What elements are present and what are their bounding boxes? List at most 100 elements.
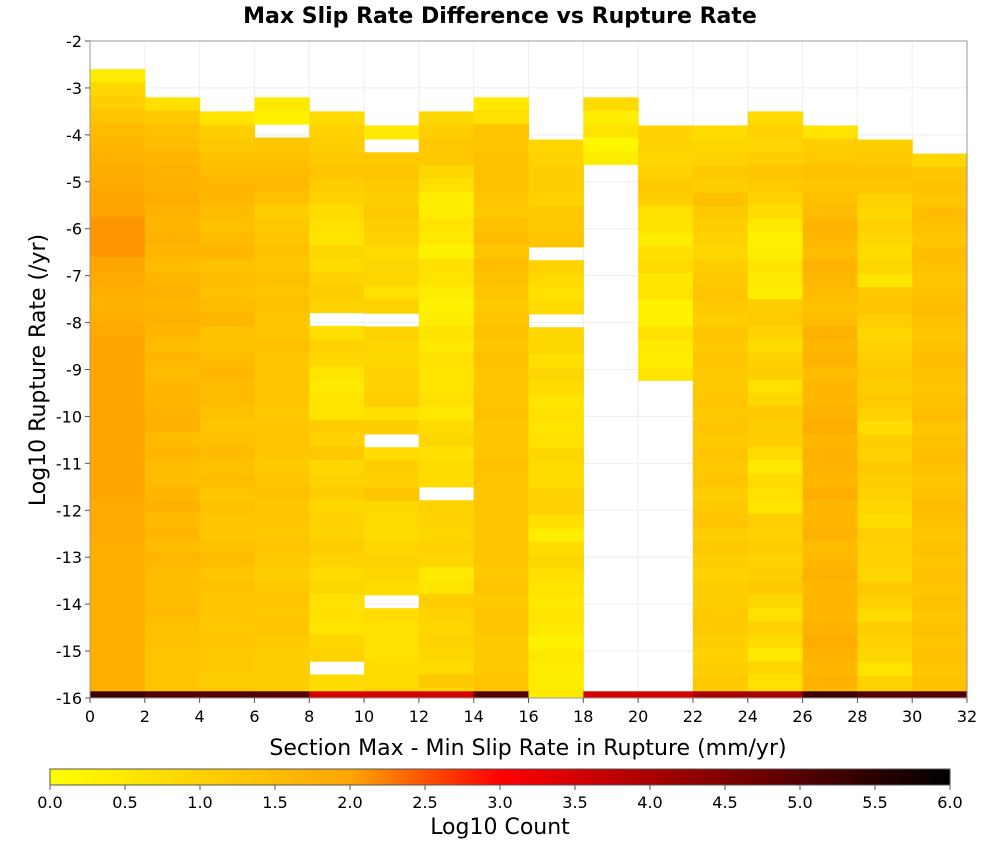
heatmap-cell	[529, 582, 584, 596]
heatmap-cell	[90, 605, 145, 619]
heatmap-cell	[200, 594, 255, 608]
heatmap-cell	[583, 138, 638, 152]
heatmap-cell	[638, 286, 693, 300]
heatmap-cell	[90, 431, 145, 445]
heatmap-cell	[254, 446, 309, 460]
colorbar-tick-label: 0.5	[112, 793, 137, 812]
heatmap-cell	[529, 260, 584, 274]
heatmap-cell	[145, 258, 200, 272]
heatmap-cell	[90, 686, 145, 692]
heatmap-cell	[474, 607, 529, 621]
heatmap-cell	[90, 458, 145, 472]
heatmap-cell	[200, 487, 255, 501]
heatmap-cell	[857, 260, 912, 274]
heatmap-cell	[145, 486, 200, 500]
heatmap-cell	[145, 687, 200, 692]
heatmap-cell	[200, 460, 255, 474]
heatmap-cell	[474, 164, 529, 178]
heatmap-cell	[529, 166, 584, 180]
heatmap-cell	[145, 352, 200, 366]
heatmap-cell	[803, 367, 858, 381]
heatmap-cell	[145, 500, 200, 514]
heatmap-cell	[309, 286, 364, 300]
heatmap-cell	[90, 109, 145, 123]
heatmap-cell	[145, 446, 200, 460]
heatmap-cell	[693, 139, 748, 153]
heatmap-cell	[419, 607, 474, 621]
heatmap-cell	[364, 300, 419, 314]
heatmap-cell	[309, 487, 364, 501]
heatmap-cell	[474, 258, 529, 272]
heatmap-cell	[90, 324, 145, 338]
heatmap-cell	[912, 368, 967, 382]
x-tick-label: 12	[409, 707, 429, 726]
heatmap-cell	[803, 380, 858, 394]
y-tick-label: -4	[66, 126, 82, 145]
heatmap-cell	[857, 354, 912, 368]
heatmap-cell	[912, 623, 967, 637]
x-tick-label: 2	[140, 707, 150, 726]
heatmap-cell	[309, 152, 364, 166]
heatmap-cell	[693, 648, 748, 662]
heatmap-cell	[90, 351, 145, 365]
heatmap-cell	[748, 178, 803, 192]
heatmap-cell	[912, 650, 967, 664]
heatmap-cell	[529, 435, 584, 449]
heatmap-cell	[419, 353, 474, 367]
heatmap-cell	[693, 286, 748, 300]
heatmap-cell	[803, 528, 858, 542]
heatmap-cell	[364, 622, 419, 636]
heatmap-cell	[145, 298, 200, 312]
y-tick-label: -10	[56, 407, 82, 426]
heatmap-cell	[254, 339, 309, 353]
heatmap-cell	[912, 596, 967, 610]
heatmap-cell	[200, 621, 255, 635]
heatmap-cell	[309, 245, 364, 259]
heatmap-cell	[693, 166, 748, 180]
heatmap-cell	[474, 352, 529, 366]
heatmap-cell	[474, 459, 529, 473]
heatmap-cell	[638, 166, 693, 180]
heatmap-cell	[90, 217, 145, 231]
heatmap-cell	[748, 473, 803, 487]
heatmap-cell	[200, 232, 255, 246]
heatmap-cell	[254, 272, 309, 286]
heatmap-cell	[364, 193, 419, 207]
heatmap-cell	[419, 111, 474, 125]
heatmap-cell	[912, 529, 967, 543]
heatmap-cell	[474, 151, 529, 165]
heatmap-cell	[803, 420, 858, 434]
heatmap-cell	[693, 487, 748, 501]
heatmap-cell	[693, 179, 748, 193]
x-tick-label: 4	[195, 707, 205, 726]
heatmap-cell	[254, 513, 309, 527]
heatmap-cell	[254, 365, 309, 379]
heatmap-cell	[693, 691, 748, 698]
heatmap-cell	[145, 567, 200, 581]
heatmap-cell	[364, 260, 419, 274]
heatmap-cell	[90, 337, 145, 351]
heatmap-cell	[912, 395, 967, 409]
y-tick-label: -5	[66, 173, 82, 192]
heatmap-cell	[583, 124, 638, 138]
heatmap-cell	[803, 461, 858, 475]
heatmap-cell	[529, 622, 584, 636]
y-axis-ticks: -2 -3 -4 -5 -6 -7 -8 -9 -10 -11 -12 -13 -14 -15 -16	[56, 32, 90, 708]
heatmap-cell	[309, 433, 364, 447]
heatmap-cell	[474, 218, 529, 232]
heatmap-cell	[254, 607, 309, 621]
heatmap-cell	[309, 634, 364, 648]
heatmap-cell	[474, 325, 529, 339]
heatmap-cell	[529, 327, 584, 341]
heatmap-cell	[419, 259, 474, 273]
heatmap-cell	[748, 165, 803, 179]
heatmap-cell	[529, 515, 584, 529]
heatmap-cell	[803, 635, 858, 649]
heatmap-cell	[474, 231, 529, 245]
heatmap-cell	[145, 245, 200, 259]
heatmap-cell	[419, 447, 474, 461]
colorbar-ticks: 0.0 0.5 1.0 1.5 2.0 2.5 3.0 3.5 4.0 4.5 5.0 5.5 6.0	[37, 785, 962, 812]
heatmap-cell	[145, 674, 200, 688]
heatmap-cell	[748, 152, 803, 166]
heatmap-cell	[419, 675, 474, 689]
